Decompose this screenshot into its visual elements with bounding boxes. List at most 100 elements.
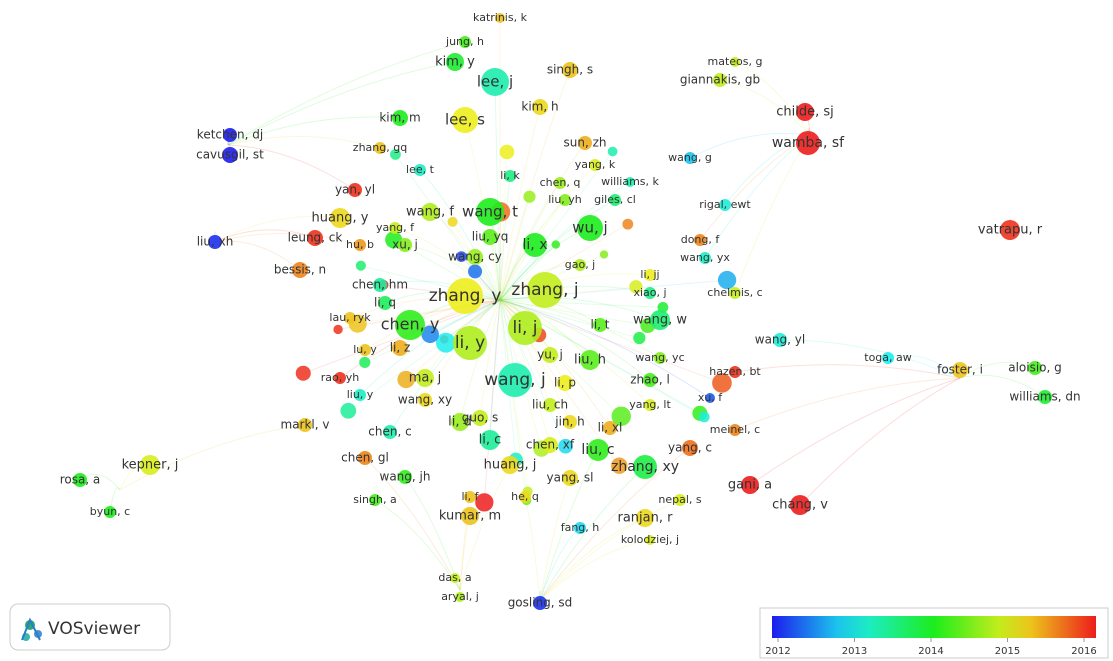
node (416, 369, 434, 387)
edge (499, 244, 557, 301)
edge (464, 119, 501, 301)
node (730, 57, 740, 67)
node-label: yan, yl (335, 183, 375, 197)
node-label: lee, s (445, 111, 485, 129)
node-label: rao, yh (321, 371, 359, 384)
edge (499, 299, 711, 399)
edge (499, 299, 661, 359)
edge (734, 364, 961, 379)
edge (524, 496, 541, 601)
node (611, 457, 628, 474)
node (654, 352, 666, 364)
edge (959, 374, 1046, 398)
node (140, 455, 160, 475)
node (208, 235, 222, 249)
node (563, 415, 577, 429)
logo-text: VOSviewer (48, 619, 140, 639)
logo[interactable]: VOSviewer (9, 603, 171, 651)
node (450, 573, 460, 583)
node-label: li, p (554, 376, 576, 390)
node (453, 326, 487, 360)
edge (119, 424, 306, 491)
node (674, 494, 686, 506)
node-label: wang, j (484, 370, 545, 390)
node-label: meinel, c (710, 423, 760, 436)
node (447, 216, 458, 227)
node (523, 190, 536, 203)
node (378, 296, 392, 310)
node (682, 440, 698, 456)
node (472, 410, 488, 426)
node-label: li, f (462, 490, 480, 503)
node-label: chang, v (772, 498, 828, 513)
edge (499, 196, 530, 301)
node-label: kim, m (379, 111, 420, 125)
node (355, 260, 366, 271)
node (73, 473, 87, 487)
node (542, 347, 558, 363)
node (622, 218, 634, 230)
edge (499, 69, 571, 301)
edge (443, 299, 501, 340)
edge (499, 299, 651, 406)
node (468, 264, 483, 279)
node-label: dong, f (681, 233, 721, 246)
node-label: wang, xy (398, 393, 452, 407)
node (475, 493, 494, 512)
edge (734, 377, 961, 431)
node-label: gosling, sd (508, 596, 573, 610)
node-label: zhang, xy (611, 459, 679, 475)
edge (959, 361, 1036, 379)
node (456, 251, 467, 262)
edge (483, 299, 501, 503)
edge (404, 244, 501, 301)
node-label: yang, sl (547, 471, 594, 485)
edge (499, 299, 591, 361)
edges (79, 17, 1046, 603)
node (495, 13, 505, 23)
node-label: singh, a (353, 493, 396, 506)
node (385, 231, 403, 249)
edge (499, 299, 528, 501)
node-label: wang, yx (680, 251, 730, 264)
node-label: liu, c (581, 442, 614, 458)
node-label: liu, yh (548, 193, 582, 206)
edge (460, 256, 501, 301)
node-label: zhang, y (429, 286, 502, 306)
node (523, 233, 547, 257)
node (421, 325, 439, 344)
node (719, 199, 731, 211)
node (699, 252, 711, 264)
edge (395, 154, 501, 301)
node (418, 393, 432, 407)
edge (749, 377, 961, 486)
node (498, 363, 532, 397)
edge (348, 299, 501, 412)
node (580, 350, 600, 370)
node-label: gani, a (728, 478, 772, 493)
node-label: guo, s (462, 411, 498, 425)
node (551, 240, 561, 249)
node (223, 128, 237, 142)
node (481, 68, 509, 96)
edge (494, 81, 501, 301)
edge (394, 227, 501, 301)
edge (539, 539, 651, 601)
node-label: chen, y (381, 315, 440, 334)
node-label: wamba, sf (772, 135, 845, 151)
node-label: liu, yq (472, 230, 509, 244)
node-label: vatrapu, r (978, 223, 1043, 238)
node (593, 318, 607, 332)
node (397, 370, 415, 389)
node-label: yang, c (668, 441, 712, 455)
node (562, 62, 578, 78)
edge (499, 264, 581, 301)
edge (539, 477, 571, 601)
node-label: aloisio, g (1008, 361, 1062, 375)
node-label: jung, h (445, 35, 484, 48)
node (643, 373, 657, 387)
node (480, 430, 500, 450)
node-label: wang, g (668, 151, 712, 164)
node (414, 164, 426, 176)
